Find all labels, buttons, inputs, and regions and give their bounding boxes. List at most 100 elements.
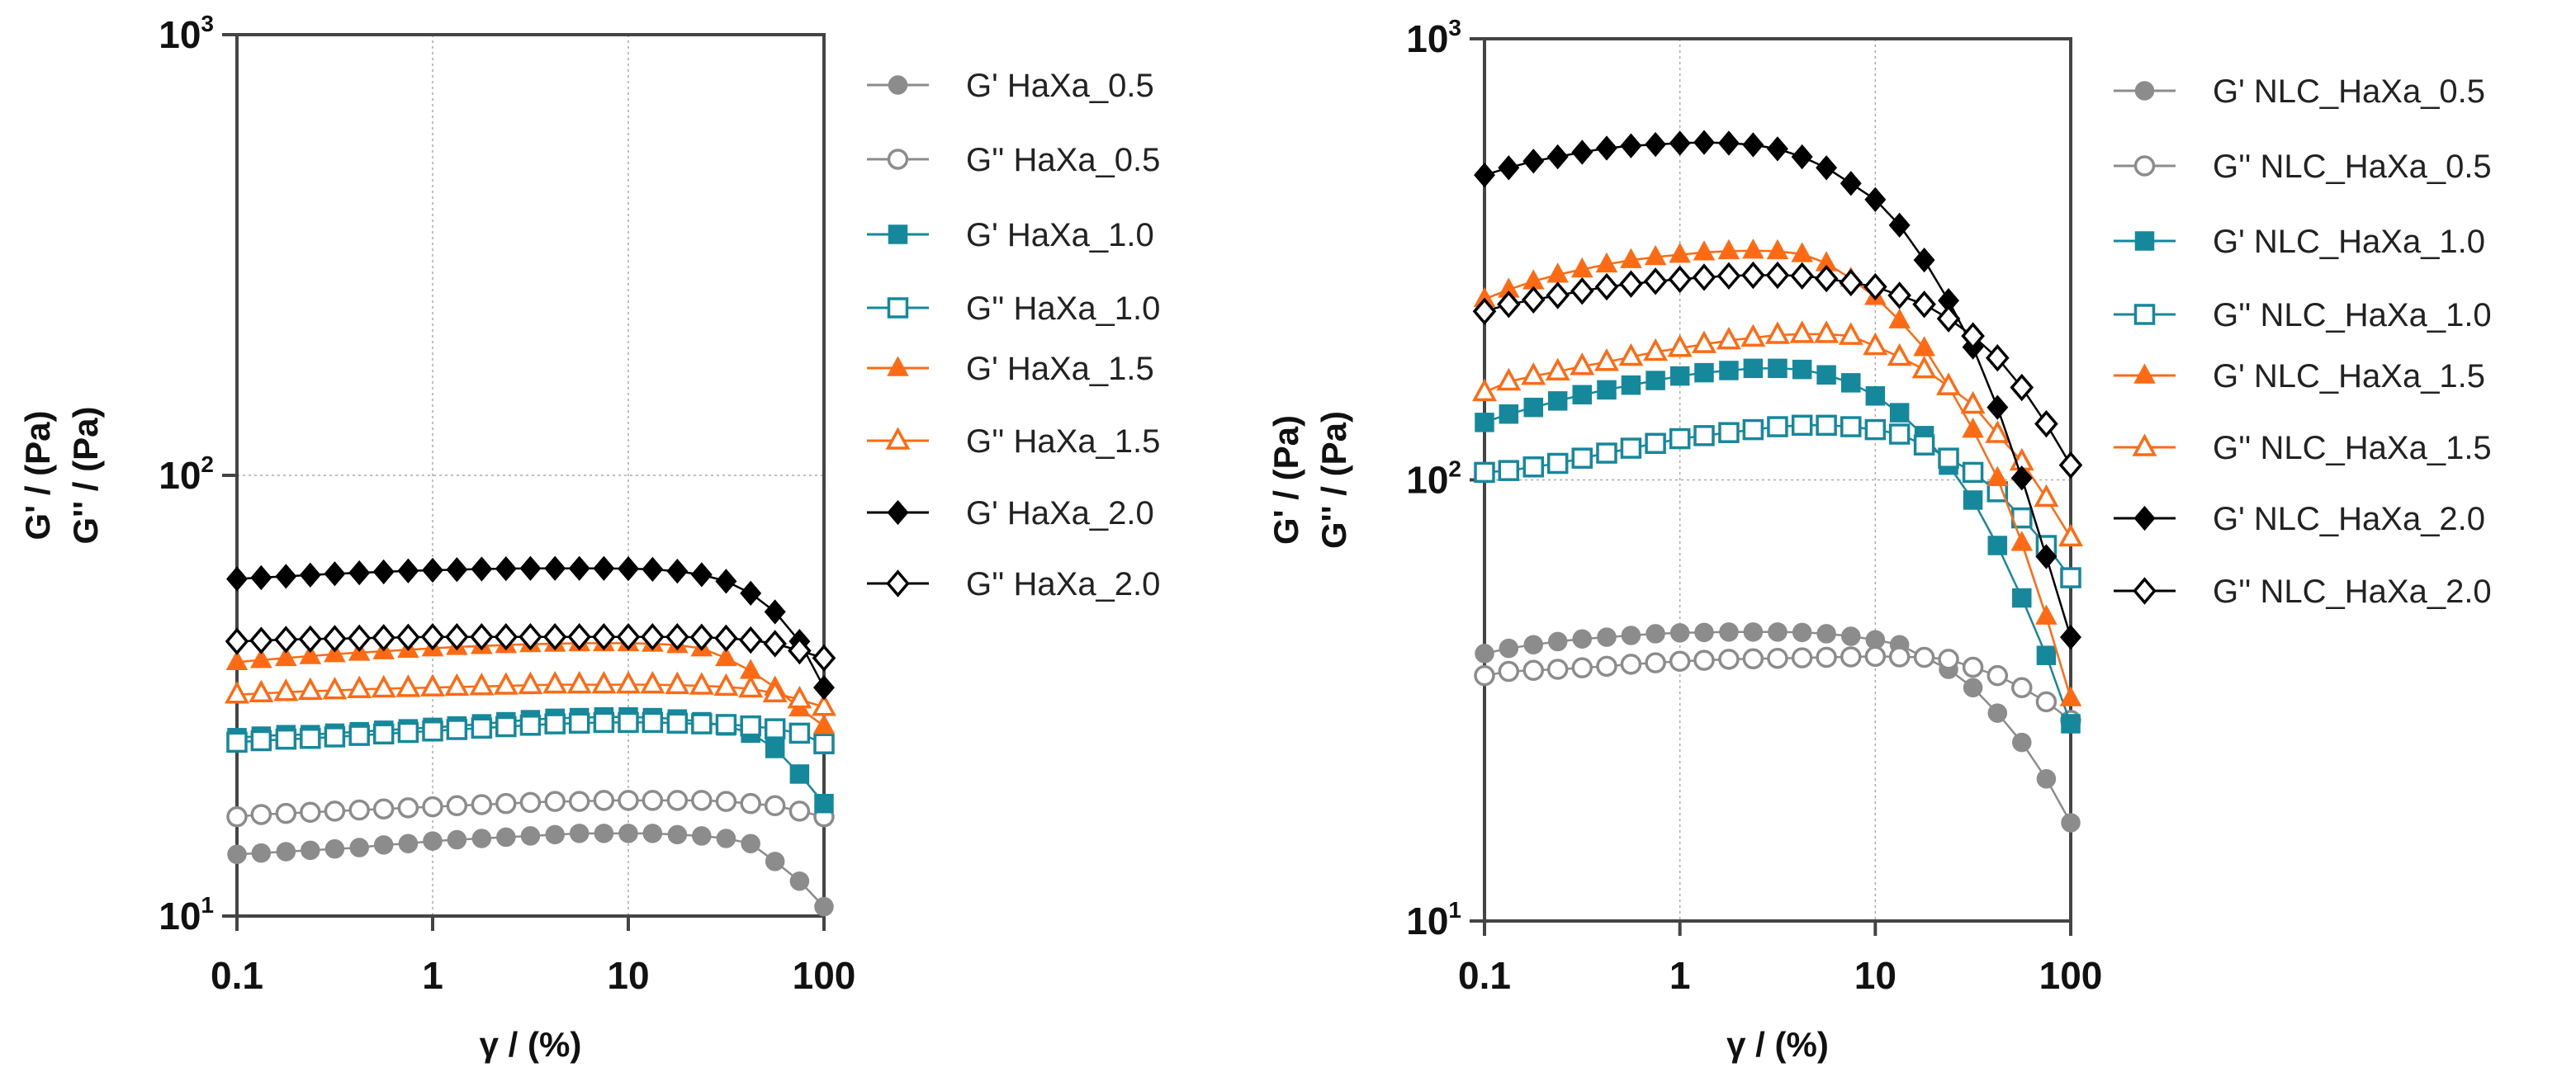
data-point	[275, 728, 297, 750]
x-tick-label: 1	[1669, 954, 1691, 997]
data-point	[1913, 336, 1935, 357]
data-point	[300, 727, 321, 749]
legend-item: G' NLC_HaXa_0.5	[2114, 73, 2485, 110]
legend-diamond-marker-icon	[887, 499, 909, 526]
data-point	[1816, 624, 1836, 644]
data-point	[249, 679, 274, 702]
data-point	[301, 840, 320, 861]
data-point	[1887, 342, 1912, 366]
data-point	[1986, 394, 2009, 420]
data-point	[1743, 358, 1764, 379]
x-tick-label: 0.1	[211, 954, 263, 997]
legend-triangle-marker-icon	[2133, 363, 2156, 384]
data-point	[250, 648, 272, 668]
data-point	[714, 624, 738, 653]
data-point	[423, 831, 443, 851]
data-point	[1597, 627, 1617, 647]
data-point	[1546, 659, 1569, 680]
data-point	[691, 713, 713, 734]
data-point	[445, 623, 469, 651]
data-point	[1987, 536, 2008, 555]
data-point	[1717, 239, 1740, 260]
series-g-nlc-haxa-1-5	[1472, 320, 2083, 547]
data-point	[1938, 447, 1959, 469]
data-point	[1911, 355, 1937, 379]
y-tick-base: 10	[159, 13, 201, 56]
data-point	[1962, 656, 1984, 678]
data-point	[1620, 248, 1642, 268]
data-point	[2060, 567, 2081, 588]
series-line	[1484, 141, 2072, 638]
y-tick-exponent: 1	[201, 892, 214, 918]
data-point	[593, 790, 615, 811]
data-point	[1546, 281, 1570, 309]
data-point	[1595, 252, 1618, 273]
y-tick-label: 101	[1406, 897, 1461, 942]
data-point	[2010, 531, 2034, 551]
data-point	[493, 672, 519, 695]
data-point	[1960, 390, 1986, 414]
data-point	[788, 636, 812, 665]
data-point	[692, 826, 712, 846]
legend-item: G'' NLC_HaXa_1.5	[2114, 430, 2492, 466]
legend-circle-marker-icon	[2134, 81, 2155, 101]
data-point	[324, 726, 346, 748]
data-point	[1743, 622, 1764, 642]
data-point	[689, 672, 714, 695]
data-point	[618, 824, 638, 843]
legend-item: G'' HaXa_2.0	[867, 566, 1160, 602]
data-point	[1522, 456, 1545, 478]
data-point	[616, 670, 641, 694]
data-point	[1766, 136, 1788, 162]
legend-square-marker-icon	[888, 224, 908, 244]
data-point	[1814, 264, 1839, 293]
data-point	[618, 790, 639, 811]
data-point	[740, 792, 761, 815]
data-point	[1766, 239, 1789, 260]
data-point	[1594, 272, 1619, 301]
legend-circle-marker-icon	[887, 149, 909, 170]
data-point	[1693, 649, 1715, 671]
data-point	[373, 835, 394, 855]
data-point	[273, 678, 299, 701]
data-point	[519, 715, 542, 736]
data-point	[226, 731, 248, 753]
data-point	[1764, 321, 1790, 344]
data-point	[495, 555, 517, 582]
data-point	[1717, 130, 1740, 156]
data-point	[300, 801, 321, 823]
data-point	[348, 560, 371, 586]
data-point	[1889, 403, 1910, 423]
data-point	[2035, 691, 2057, 713]
data-point	[1864, 645, 1887, 668]
data-point	[1693, 130, 1715, 155]
data-point	[1619, 270, 1643, 298]
data-point	[1618, 342, 1644, 366]
data-point	[1474, 162, 1495, 188]
data-point	[275, 645, 297, 667]
data-point	[447, 829, 467, 850]
data-point	[592, 623, 616, 651]
data-point	[1961, 322, 1985, 350]
data-point	[444, 673, 470, 697]
data-point	[2010, 465, 2033, 491]
data-point	[299, 644, 322, 664]
data-point	[1643, 338, 1669, 361]
data-point	[1718, 422, 1740, 443]
data-point	[2012, 588, 2032, 608]
data-point	[1596, 442, 1617, 464]
data-point	[738, 674, 764, 698]
data-point	[741, 834, 760, 853]
data-point	[690, 562, 713, 588]
data-point	[1669, 650, 1691, 673]
y-axis-title: G' / (Pa)	[18, 410, 57, 540]
legend-label: G'' NLC_HaXa_0.5	[2213, 149, 2492, 185]
y-axis-title: G'' / (Pa)	[66, 407, 105, 545]
y-tick-label: 102	[1406, 456, 1461, 502]
data-point	[1596, 655, 1617, 678]
data-point	[1545, 357, 1570, 381]
data-point	[446, 557, 468, 583]
data-point	[1645, 652, 1666, 673]
x-tick-label: 100	[793, 954, 856, 997]
series-g-nlc-haxa-0-5	[1475, 622, 2081, 833]
